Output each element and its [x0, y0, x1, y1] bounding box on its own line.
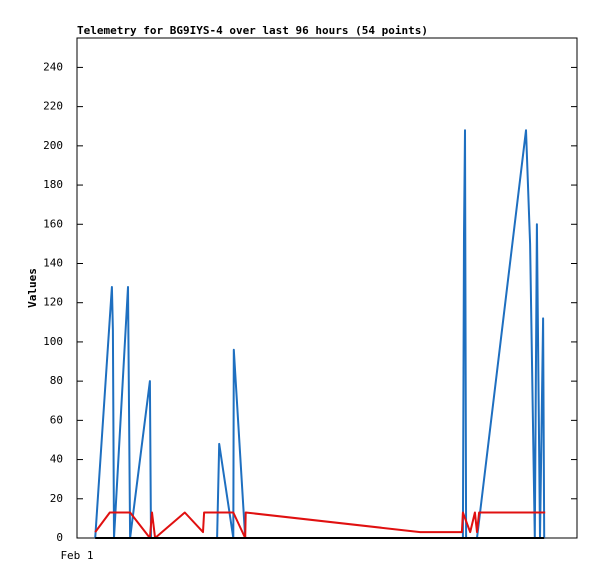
- y-tick-label: 0: [56, 531, 63, 544]
- y-tick-label: 240: [43, 60, 63, 73]
- y-tick-label: 180: [43, 178, 63, 191]
- y-tick-label: 60: [50, 413, 63, 426]
- series-line: [94, 129, 546, 539]
- x-tick-label: Feb 1: [60, 549, 93, 562]
- y-tick-label: 20: [50, 492, 63, 505]
- series-line: [94, 511, 546, 539]
- plot-frame: [76, 37, 578, 539]
- y-tick-label: 40: [50, 453, 63, 466]
- y-tick-label: 160: [43, 217, 63, 230]
- y-tick-label: 140: [43, 256, 63, 269]
- y-tick-label: 120: [43, 296, 63, 309]
- y-tick-label: 80: [50, 374, 63, 387]
- y-tick-label: 220: [43, 100, 63, 113]
- chart-title: Telemetry for BG9IYS-4 over last 96 hour…: [77, 24, 428, 37]
- y-tick-label: 100: [43, 335, 63, 348]
- y-axis-label: Values: [26, 268, 39, 308]
- y-tick-label: 200: [43, 139, 63, 152]
